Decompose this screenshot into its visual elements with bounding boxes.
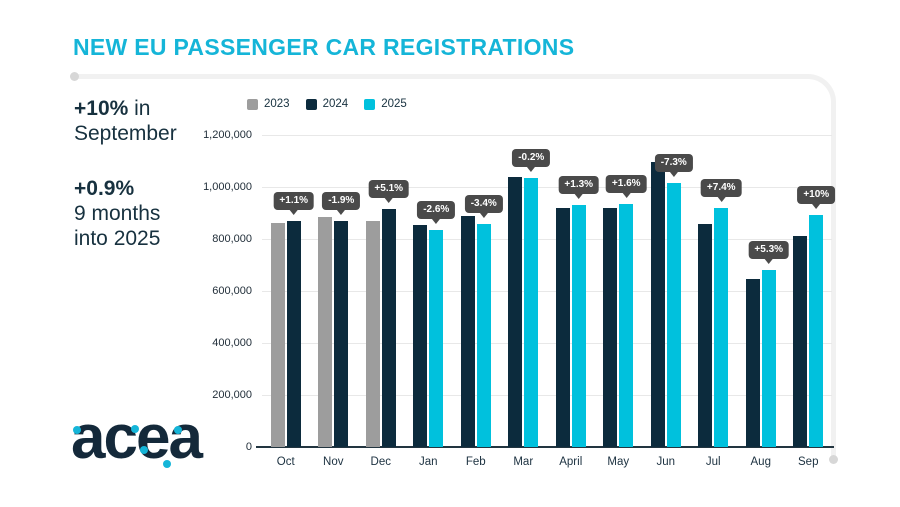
legend-swatch-2024 (305, 98, 317, 110)
change-callout-may: +1.6% (605, 175, 647, 194)
legend-item-2024: 2024 (305, 98, 349, 110)
bar-2025-sep (809, 215, 824, 447)
gridline (262, 135, 832, 136)
bar-2025-aug (761, 270, 776, 447)
x-axis-label-jan: Jan (418, 456, 438, 468)
highlight-stats: +10% in September +0.9% 9 months into 20… (74, 96, 177, 281)
bar-2023-oct (270, 223, 285, 447)
bar-2024-aug (745, 279, 760, 447)
logo-accent-dot (163, 460, 171, 468)
stat-ytd-line2: 9 months (74, 202, 161, 225)
y-axis-label: 200,000 (212, 389, 252, 401)
bar-2024-sep (793, 236, 808, 447)
legend-swatch-2025 (364, 98, 376, 110)
stat-september: +10% in September (74, 96, 177, 146)
change-callout-feb: -3.4% (464, 194, 503, 213)
x-axis-label-jun: Jun (656, 456, 676, 468)
bar-2024-jan (413, 224, 428, 447)
x-axis-label-nov: Nov (323, 456, 344, 468)
gridline (262, 187, 832, 188)
bar-2025-may (619, 204, 634, 447)
bar-2024-april (555, 208, 570, 447)
y-axis-label: 400,000 (212, 337, 252, 349)
bar-2023-dec (365, 220, 380, 447)
logo-accent-dot (131, 425, 139, 433)
change-callout-nov: -1.9% (322, 192, 361, 211)
stat-september-line2: September (74, 122, 177, 145)
x-axis-label-mar: Mar (513, 456, 534, 468)
change-callout-aug: +5.3% (748, 241, 790, 260)
x-axis-label-dec: Dec (370, 456, 391, 468)
bar-2024-may (603, 208, 618, 447)
x-axis-label-aug: Aug (750, 456, 771, 468)
bar-2024-nov (334, 221, 349, 447)
change-callout-jan: -2.6% (417, 201, 456, 220)
legend-item-2025: 2025 (364, 98, 407, 110)
bar-2025-jul (714, 207, 729, 447)
bar-2025-feb (476, 223, 491, 447)
y-axis-label: 0 (245, 441, 252, 453)
frame-start-dot (70, 72, 79, 81)
legend-label-2025: 2025 (381, 98, 407, 110)
change-callout-dec: +5.1% (368, 180, 410, 199)
bar-chart-plot: 0 200,000 400,000 600,000 800,000 1,000,000 1,… (203, 129, 836, 468)
change-callout-jun: -7.3% (654, 153, 693, 172)
bar-2025-april (571, 204, 586, 447)
bar-2025-mar (524, 177, 539, 447)
x-axis-line (256, 446, 834, 448)
x-axis-label-feb: Feb (465, 456, 486, 468)
legend-label-2023: 2023 (264, 98, 290, 110)
legend-swatch-2023 (247, 98, 258, 110)
legend-item-2023: 2023 (247, 98, 290, 110)
stat-ytd: +0.9% 9 months into 2025 (74, 176, 177, 251)
bar-2023-nov (318, 216, 333, 447)
decorative-frame (70, 72, 838, 464)
bar-2024-oct (286, 220, 301, 447)
bar-2024-jun (650, 162, 665, 447)
change-callout-jul: +7.4% (700, 178, 742, 197)
logo-accent-dot (73, 426, 81, 434)
stat-september-rest: in (128, 97, 151, 120)
change-callout-april: +1.3% (558, 175, 600, 194)
chart-legend: 2023 2024 2025 (247, 98, 407, 110)
y-axis-label: 800,000 (212, 233, 252, 245)
x-axis-label-jul: Jul (705, 456, 721, 468)
bar-2024-jul (698, 223, 713, 447)
y-axis-label: 1,200,000 (203, 129, 252, 141)
bar-2024-feb (460, 216, 475, 447)
x-axis-label-may: May (607, 456, 630, 468)
x-axis-label-oct: Oct (276, 456, 295, 468)
bar-2024-mar (508, 177, 523, 447)
stat-ytd-line3: into 2025 (74, 227, 161, 250)
bar-2024-dec (381, 209, 396, 447)
bar-2025-jan (429, 230, 444, 447)
gridline (262, 291, 832, 292)
logo-accent-dot (140, 446, 148, 454)
logo-accent-dot (174, 426, 182, 434)
change-callout-oct: +1.1% (273, 191, 315, 210)
stat-september-value: +10% (74, 97, 129, 120)
acea-logo: acea (71, 407, 221, 472)
x-axis-label-sep: Sep (798, 456, 819, 468)
page-title: NEW EU PASSENGER CAR REGISTRATIONS (73, 34, 575, 60)
stat-ytd-value: +0.9% (74, 177, 135, 200)
y-axis-label: 600,000 (212, 285, 252, 297)
legend-label-2024: 2024 (322, 98, 349, 110)
change-callout-mar: -0.2% (512, 148, 551, 167)
x-axis-label-april: April (559, 456, 583, 468)
acea-logo-text: acea (71, 403, 203, 472)
gridline (262, 239, 832, 240)
gridline (262, 343, 832, 344)
change-callout-sep: +10% (797, 186, 836, 205)
bar-2025-jun (666, 182, 681, 447)
y-axis-label: 1,000,000 (203, 181, 252, 193)
frame-end-dot (829, 455, 838, 464)
gridline (262, 395, 832, 396)
